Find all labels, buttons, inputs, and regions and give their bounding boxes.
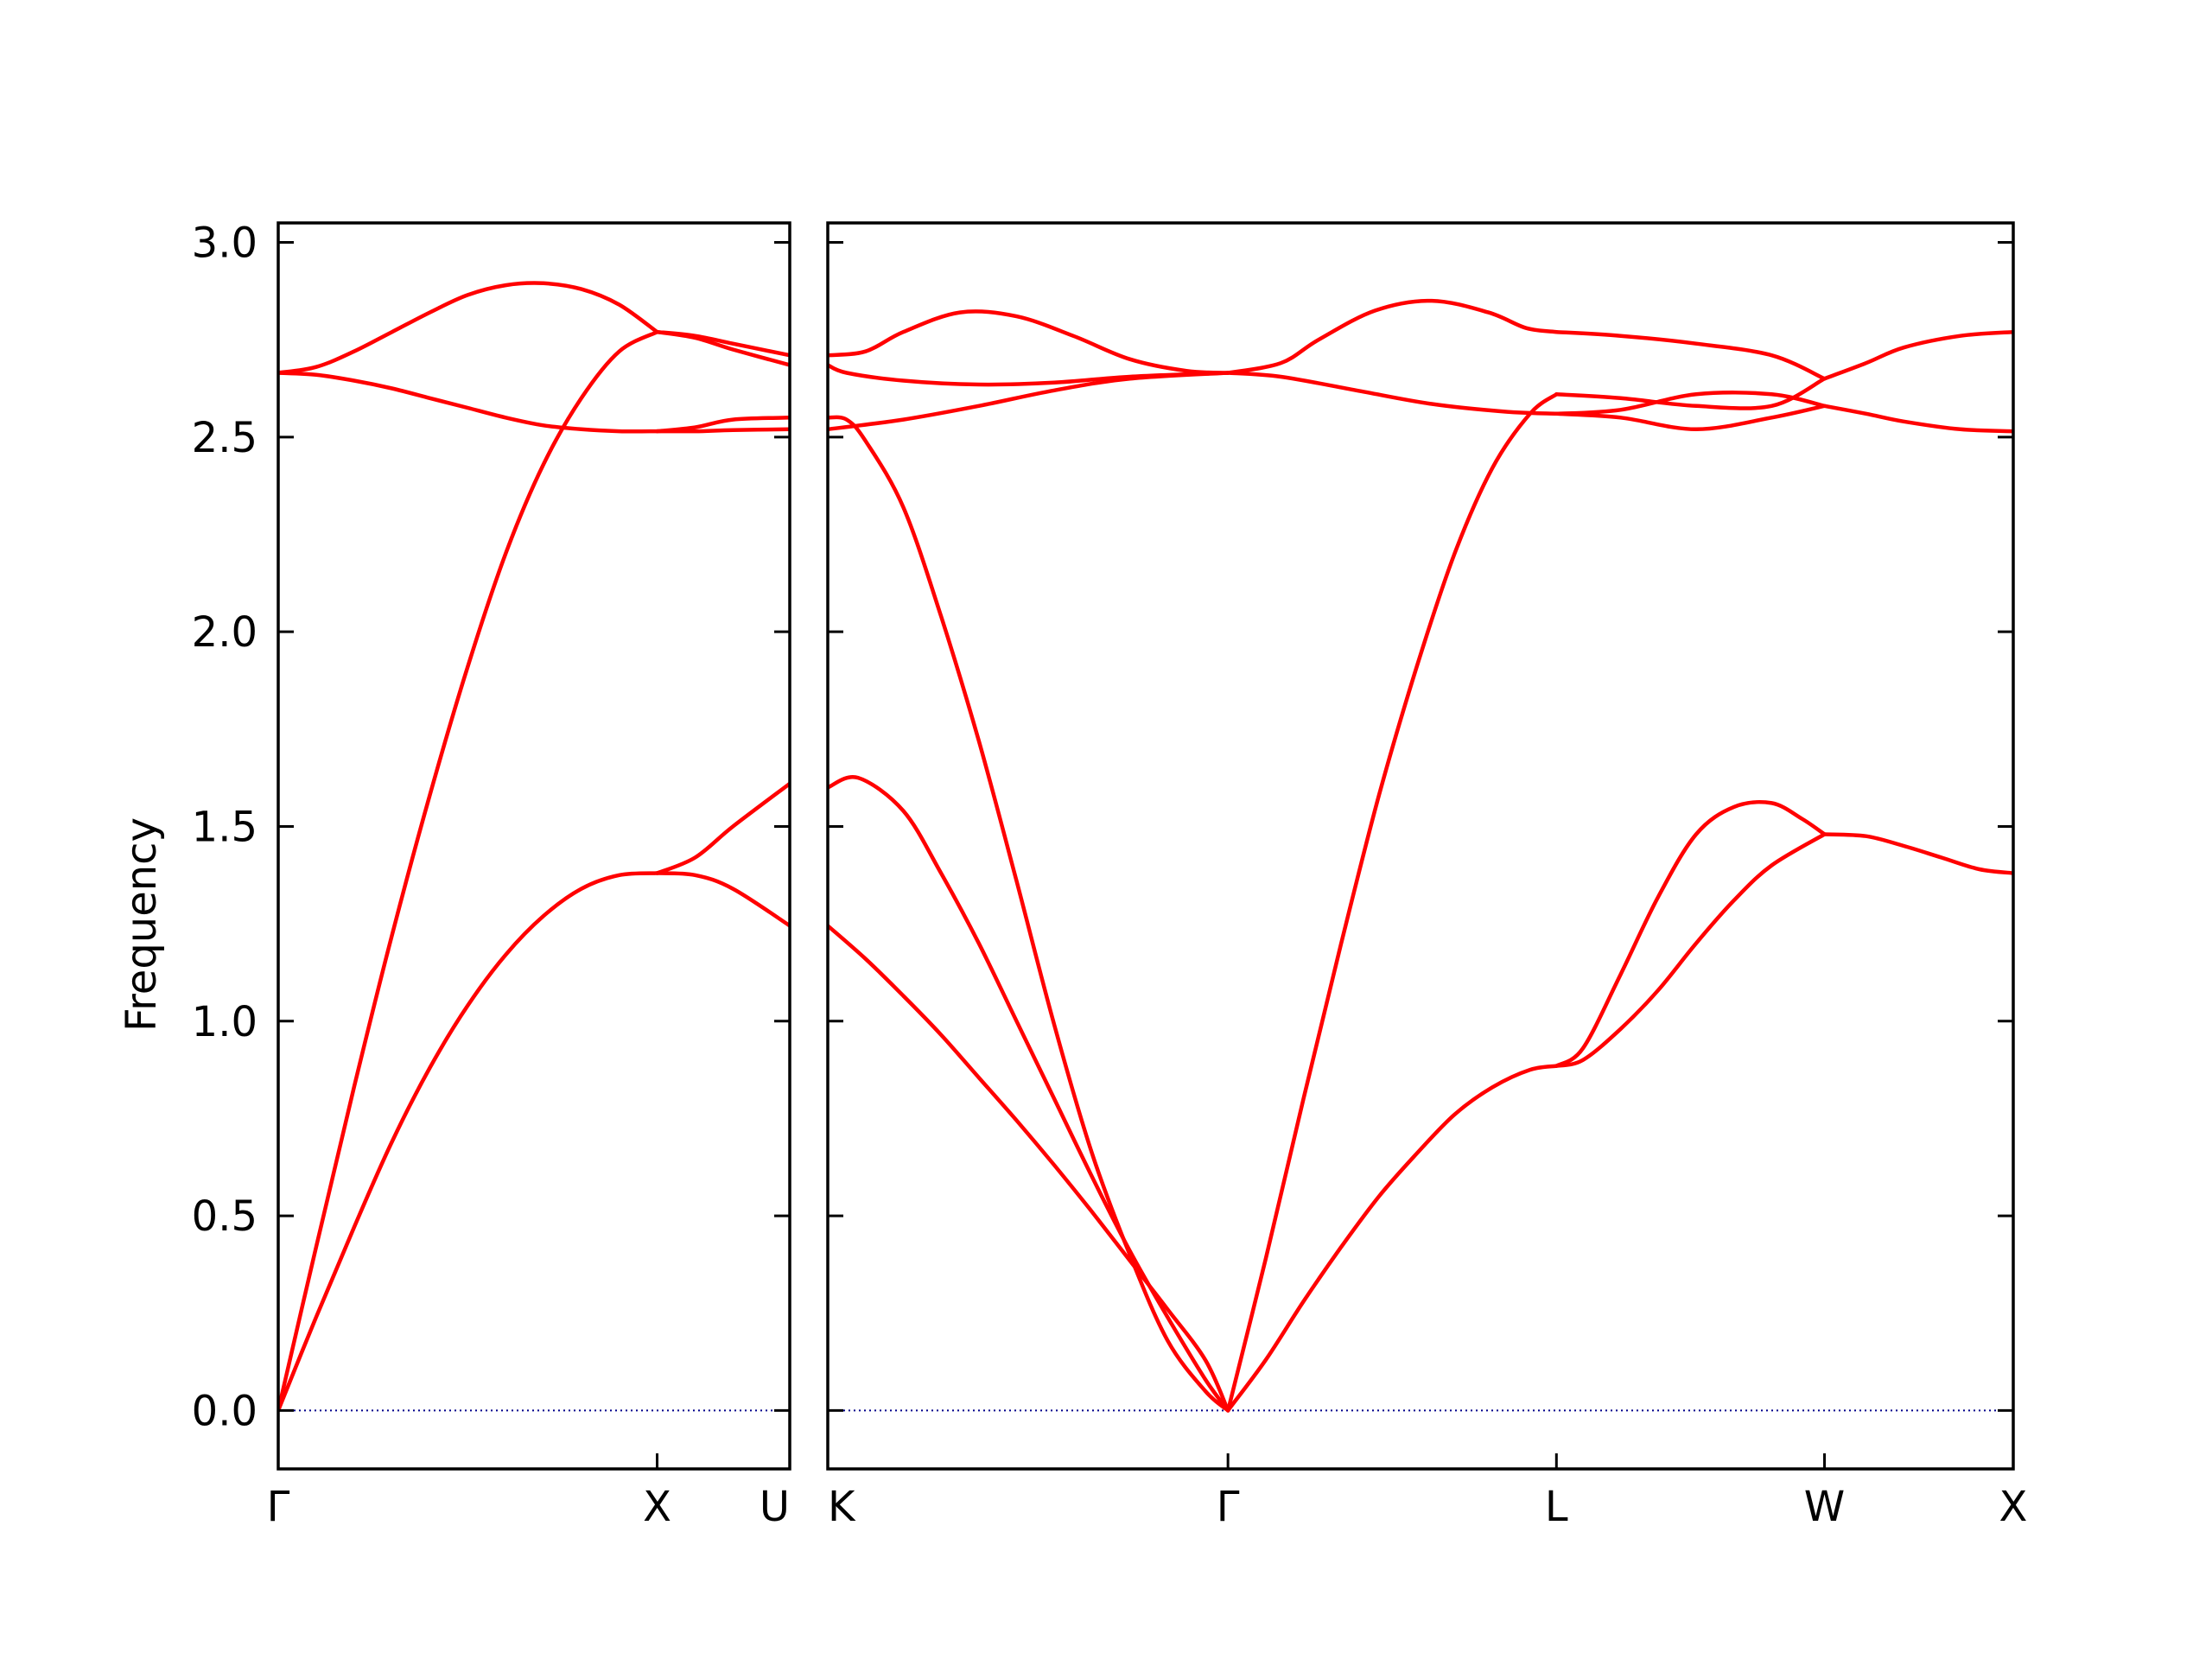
band-line-right-17 <box>1822 404 2013 434</box>
band-line-right-6 <box>1225 1064 1559 1413</box>
band-line-right-3 <box>828 371 1230 432</box>
x-tick-label: Γ <box>1217 1483 1240 1531</box>
band-line-right-18 <box>1822 329 2013 381</box>
y-tick-label: 2.5 <box>192 414 257 462</box>
band-line-right-12 <box>1554 377 1827 410</box>
band-line-left-4 <box>655 871 790 928</box>
band-line-left-2 <box>278 371 659 434</box>
axes-frame-right <box>826 221 2015 1471</box>
x-tick-label: K <box>828 1483 856 1531</box>
axes-frame-left <box>276 221 791 1471</box>
x-tick-label: Γ <box>267 1483 290 1531</box>
band-line-left-9 <box>655 329 790 367</box>
band-line-left-3 <box>278 281 659 375</box>
band-line-right-9 <box>1225 298 1559 375</box>
band-line-right-11 <box>1554 800 1827 1068</box>
y-tick-label: 0.5 <box>192 1192 257 1241</box>
band-line-right-1 <box>828 774 1230 1413</box>
band-line-right-16 <box>1822 832 2013 875</box>
band-line-right-7 <box>1225 392 1559 1413</box>
band-line-right-13 <box>1554 391 1827 416</box>
x-tick-label: W <box>1804 1483 1845 1531</box>
band-line-right-4 <box>828 363 1230 387</box>
band-line-left-5 <box>655 781 790 875</box>
band-line-right-15 <box>1554 329 1827 381</box>
y-tick-label: 3.0 <box>192 219 257 268</box>
y-tick-label: 1.0 <box>192 998 257 1046</box>
band-line-right-10 <box>1554 832 1827 1068</box>
band-line-left-0 <box>278 871 659 1413</box>
x-tick-label: L <box>1545 1483 1568 1531</box>
y-axis-label: Frequency <box>118 817 166 1032</box>
y-tick-label: 2.0 <box>192 608 257 657</box>
band-line-right-5 <box>828 309 1230 375</box>
x-tick-label: X <box>643 1483 671 1531</box>
band-line-left-1 <box>278 329 659 1413</box>
y-tick-label: 1.5 <box>192 803 257 851</box>
x-tick-label: X <box>1999 1483 2028 1531</box>
band-line-right-14 <box>1554 404 1827 432</box>
y-tick-label: 0.0 <box>192 1387 257 1435</box>
panel-left: 0.0 0.5 1.0 1.5 2.0 2.5 3.0 Γ X U <box>192 219 791 1531</box>
band-line-right-0 <box>828 924 1230 1413</box>
band-line-right-8 <box>1225 371 1559 416</box>
x-tick-label: U <box>760 1483 790 1531</box>
band-line-right-2 <box>828 415 1230 1413</box>
band-line-left-7 <box>655 416 790 434</box>
